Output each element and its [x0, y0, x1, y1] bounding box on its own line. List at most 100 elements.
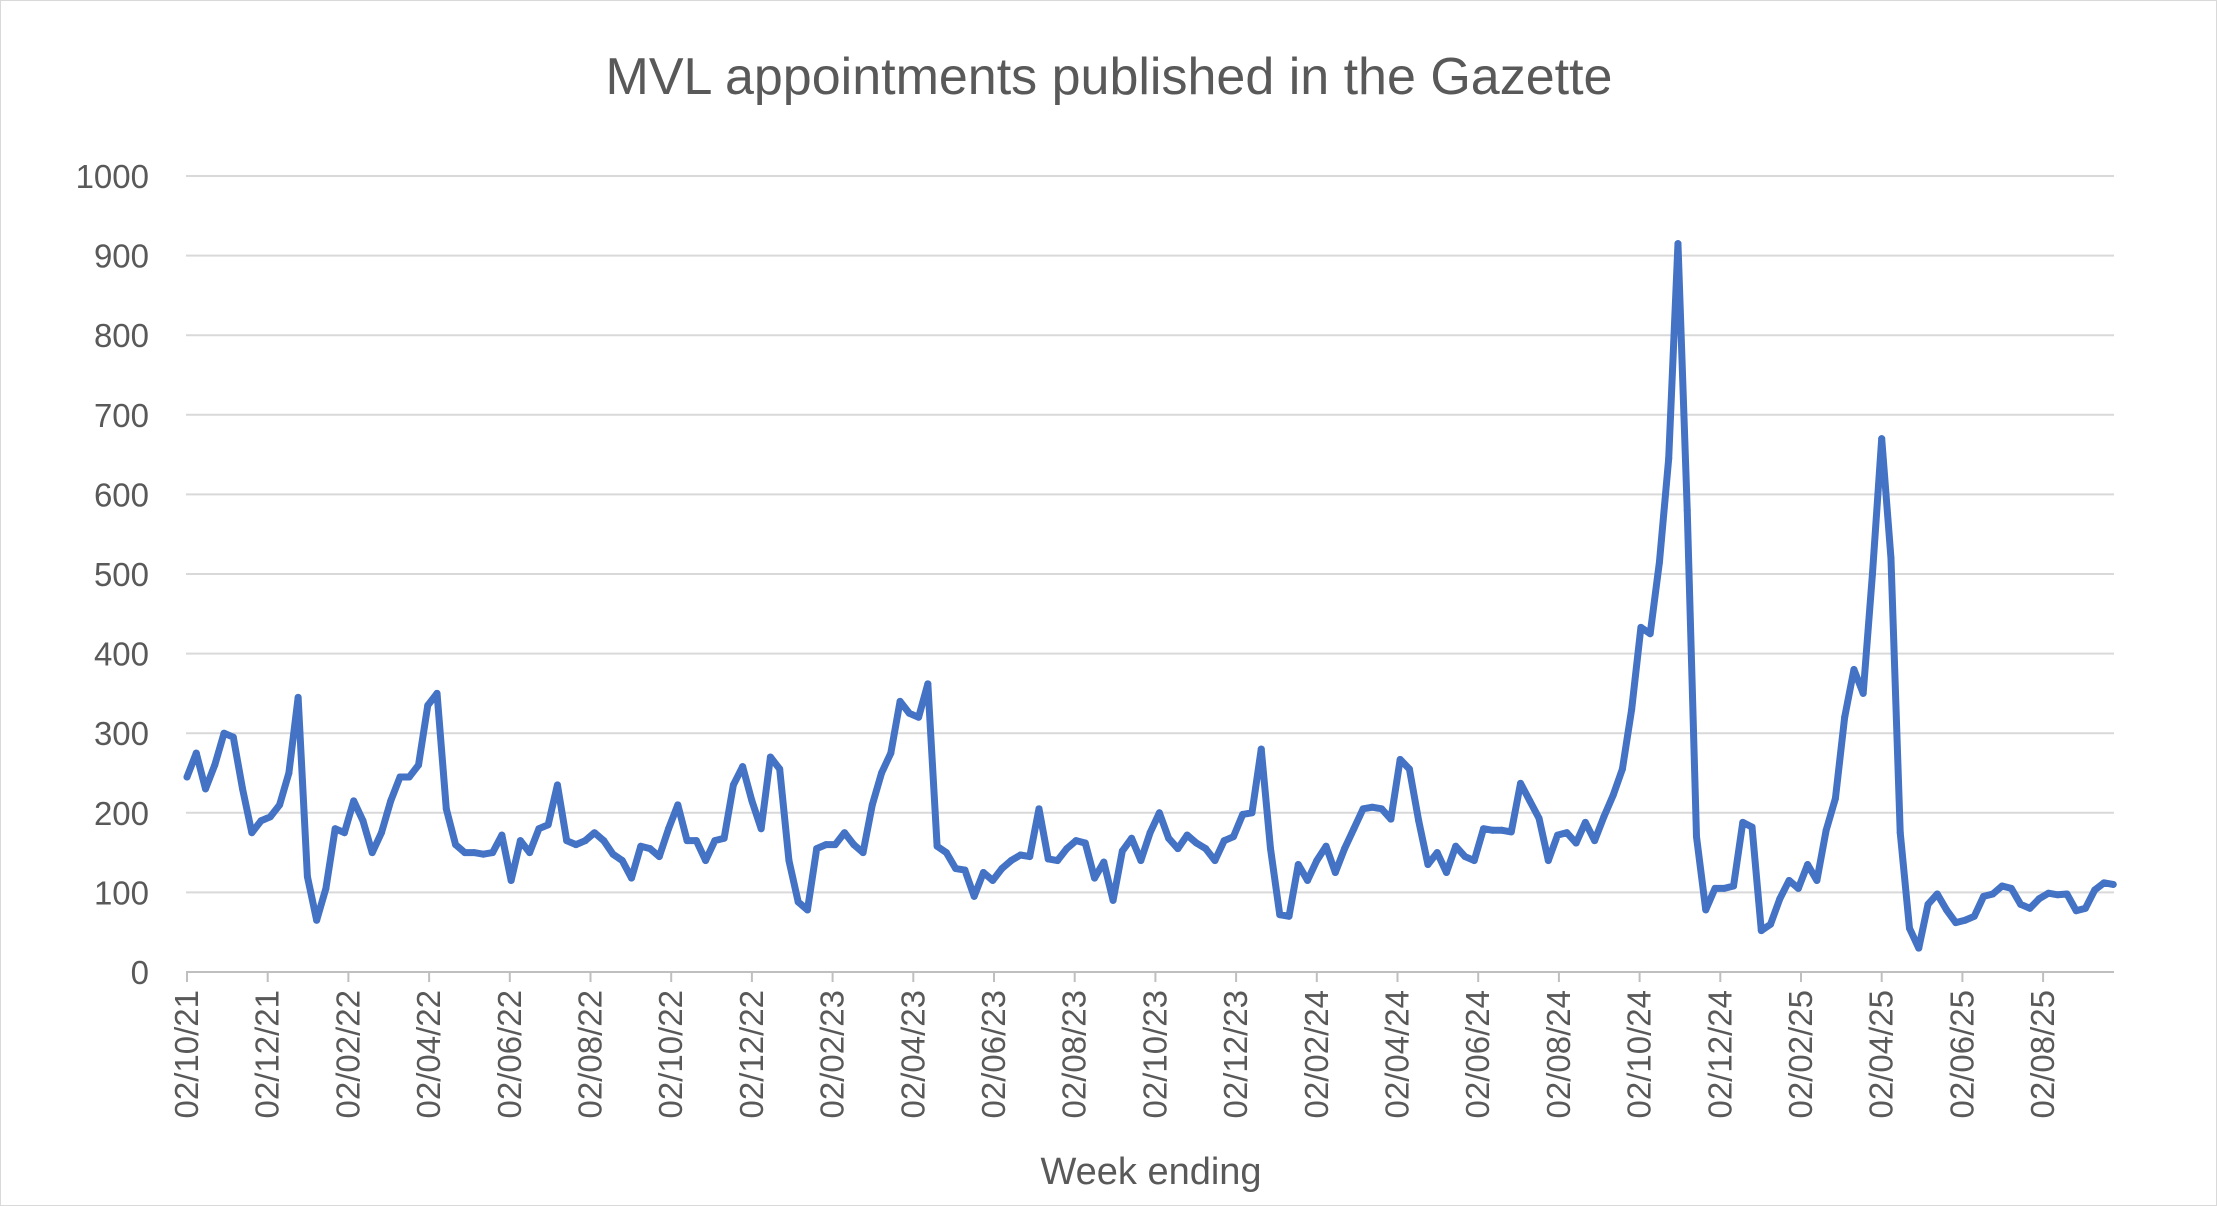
- x-tick-label: 02/12/21: [249, 990, 286, 1118]
- x-tick-label: 02/04/22: [410, 990, 447, 1118]
- data-point: [553, 781, 561, 789]
- data-point: [952, 865, 960, 873]
- data-point: [415, 761, 423, 769]
- data-point: [1609, 791, 1617, 799]
- data-point: [1767, 920, 1775, 928]
- x-tick-label: 02/04/25: [1863, 990, 1900, 1118]
- data-point: [1655, 558, 1663, 566]
- data-point: [720, 834, 728, 842]
- x-tick-label: 02/06/24: [1459, 990, 1496, 1118]
- data-point: [989, 876, 997, 884]
- x-tick-label: 02/08/22: [572, 990, 609, 1118]
- data-point: [1229, 833, 1237, 841]
- x-tick-label: 02/06/23: [975, 990, 1012, 1118]
- data-point: [924, 680, 932, 688]
- data-point: [405, 773, 413, 781]
- data-point: [1239, 810, 1247, 818]
- data-point: [896, 697, 904, 705]
- data-point: [1785, 876, 1793, 884]
- data-point: [776, 765, 784, 773]
- data-point: [1850, 666, 1858, 674]
- data-point: [1822, 826, 1830, 834]
- series-line: [183, 240, 2117, 952]
- data-point: [739, 763, 747, 771]
- data-point: [831, 841, 839, 849]
- data-point: [350, 797, 358, 805]
- data-point: [1396, 755, 1404, 763]
- data-point: [1091, 874, 1099, 882]
- data-point: [1146, 829, 1154, 837]
- data-point: [313, 916, 321, 924]
- data-point: [1174, 845, 1182, 853]
- data-point: [1387, 815, 1395, 823]
- data-point: [479, 850, 487, 858]
- data-point: [1600, 813, 1608, 821]
- data-point: [461, 849, 469, 857]
- data-point: [2109, 880, 2117, 888]
- data-point: [1109, 896, 1117, 904]
- data-point: [1618, 765, 1626, 773]
- x-tick-label: 02/08/23: [1056, 990, 1093, 1118]
- data-point: [1878, 435, 1886, 443]
- data-point: [590, 829, 598, 837]
- data-point: [1720, 884, 1728, 892]
- data-point: [433, 689, 441, 697]
- data-point: [276, 801, 284, 809]
- data-point: [905, 709, 913, 717]
- x-tick-label: 02/02/25: [1782, 990, 1819, 1118]
- data-point: [1933, 890, 1941, 898]
- data-point: [1905, 924, 1913, 932]
- data-point: [1202, 845, 1210, 853]
- data-point: [961, 866, 969, 874]
- data-point: [915, 713, 923, 721]
- x-tick-label: 02/08/24: [1540, 990, 1577, 1118]
- data-point: [1415, 817, 1423, 825]
- data-point: [248, 829, 256, 837]
- x-tick-label: 02/12/24: [1701, 990, 1738, 1118]
- data-point: [1554, 831, 1562, 839]
- x-axis: [186, 971, 2114, 982]
- data-point: [1359, 805, 1367, 813]
- data-point: [646, 845, 654, 853]
- data-point: [655, 853, 663, 861]
- data-point: [1341, 845, 1349, 853]
- data-point: [359, 817, 367, 825]
- data-point: [1044, 855, 1052, 863]
- x-tick-label: 02/06/25: [1943, 990, 1980, 1118]
- data-point: [516, 837, 524, 845]
- data-point: [729, 781, 737, 789]
- data-point: [674, 801, 682, 809]
- y-tick-label: 800: [94, 317, 149, 354]
- data-point: [822, 841, 830, 849]
- data-point: [1581, 818, 1589, 826]
- data-point: [841, 829, 849, 837]
- data-point: [711, 837, 719, 845]
- data-point: [1368, 803, 1376, 811]
- data-point: [1470, 857, 1478, 865]
- data-point: [1702, 906, 1710, 914]
- series-points: [183, 240, 2117, 952]
- data-point: [322, 884, 330, 892]
- data-point: [1433, 849, 1441, 857]
- data-point: [1989, 890, 1997, 898]
- data-point: [1100, 858, 1108, 866]
- y-tick-label: 100: [94, 874, 149, 911]
- data-point: [618, 857, 626, 865]
- data-point: [702, 857, 710, 865]
- data-point: [2007, 884, 2015, 892]
- x-tick-label: 02/02/22: [329, 990, 366, 1118]
- x-tick-label: 02/02/24: [1298, 990, 1335, 1118]
- data-point: [785, 857, 793, 865]
- data-point: [1128, 834, 1136, 842]
- data-point: [1868, 570, 1876, 578]
- data-point: [868, 801, 876, 809]
- data-point: [2091, 886, 2099, 894]
- data-point: [442, 805, 450, 813]
- data-point: [1350, 825, 1358, 833]
- data-point: [1452, 842, 1460, 850]
- data-point: [628, 874, 636, 882]
- data-point: [572, 841, 580, 849]
- data-point: [665, 825, 673, 833]
- data-point: [1026, 853, 1034, 861]
- x-tick-label: 02/08/25: [2024, 990, 2061, 1118]
